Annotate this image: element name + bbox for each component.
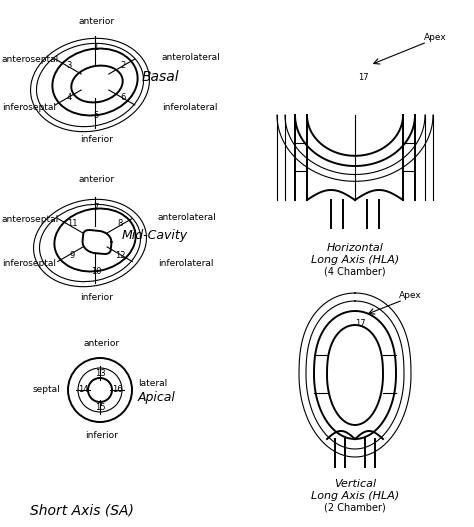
Text: Apical: Apical: [138, 391, 176, 404]
Text: Long Axis (HLA): Long Axis (HLA): [311, 255, 399, 265]
Text: inferolateral: inferolateral: [158, 259, 213, 268]
Text: anterior: anterior: [84, 339, 120, 348]
Text: Apex: Apex: [399, 290, 421, 299]
Text: 9: 9: [69, 251, 74, 260]
Text: Long Axis (HLA): Long Axis (HLA): [311, 491, 399, 501]
Text: (2 Chamber): (2 Chamber): [324, 503, 386, 513]
Text: anteroseptal: anteroseptal: [2, 216, 59, 225]
Text: anterolateral: anterolateral: [162, 53, 221, 62]
Text: Short Axis (SA): Short Axis (SA): [30, 503, 134, 517]
Text: 13: 13: [95, 368, 105, 377]
Text: 1: 1: [93, 44, 99, 53]
Text: 14: 14: [78, 385, 88, 395]
Text: Vertical: Vertical: [334, 479, 376, 489]
Text: 11: 11: [67, 220, 77, 229]
Text: Apex: Apex: [424, 33, 447, 42]
Text: 10: 10: [91, 268, 101, 277]
Text: septal: septal: [32, 385, 60, 395]
Text: inferior: inferior: [86, 432, 118, 441]
Text: 12: 12: [115, 251, 125, 260]
Text: anterior: anterior: [79, 175, 115, 184]
Text: inferolateral: inferolateral: [162, 102, 218, 112]
Text: lateral: lateral: [138, 379, 167, 388]
Text: 5: 5: [93, 112, 99, 121]
Text: anterior: anterior: [79, 17, 115, 26]
Text: 7: 7: [93, 203, 99, 212]
Text: Basal: Basal: [141, 70, 179, 84]
Text: (4 Chamber): (4 Chamber): [324, 267, 386, 277]
Text: inferior: inferior: [81, 294, 113, 302]
Text: 15: 15: [95, 403, 105, 412]
Text: 8: 8: [117, 220, 123, 229]
Text: inferoseptal: inferoseptal: [2, 102, 56, 112]
Text: 3: 3: [66, 62, 72, 71]
Text: 2: 2: [120, 62, 126, 71]
Text: 4: 4: [66, 93, 72, 102]
Text: Mid-Cavity: Mid-Cavity: [122, 229, 188, 241]
Text: inferior: inferior: [81, 135, 113, 144]
Text: inferoseptal: inferoseptal: [2, 259, 56, 268]
Text: 17: 17: [355, 318, 365, 327]
Text: 6: 6: [120, 93, 126, 102]
Text: Horizontal: Horizontal: [327, 243, 383, 253]
Text: 17: 17: [358, 73, 368, 82]
Text: anteroseptal: anteroseptal: [2, 55, 59, 64]
Text: 16: 16: [112, 385, 122, 395]
Text: anterolateral: anterolateral: [158, 212, 217, 221]
